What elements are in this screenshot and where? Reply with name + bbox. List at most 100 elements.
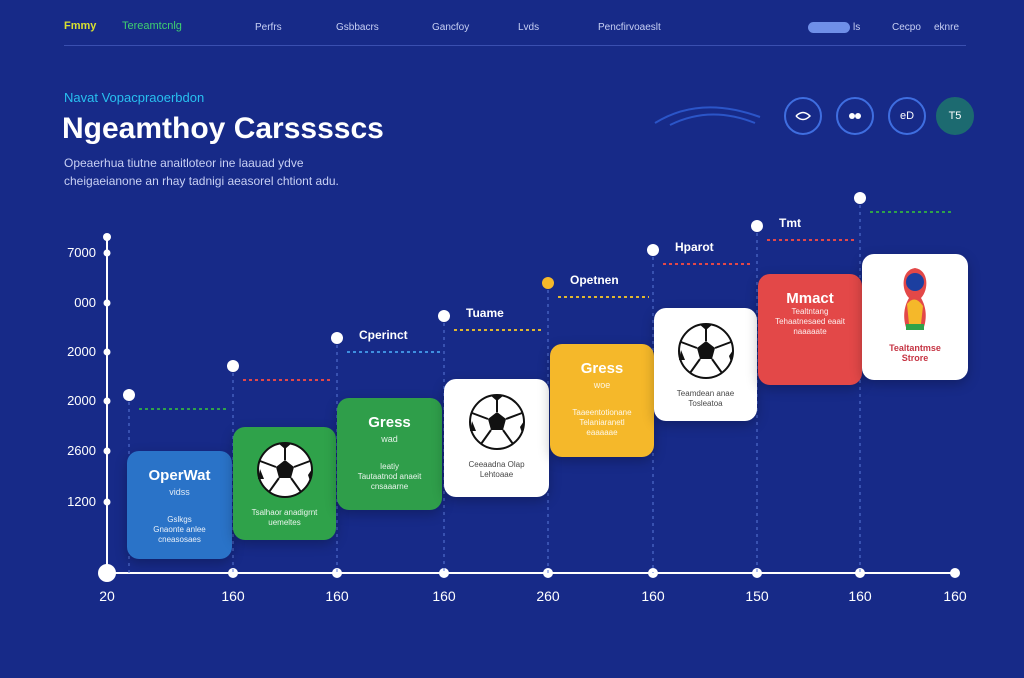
card-text: Tautaatnod anaeit — [357, 472, 422, 481]
card-text: Gnaonte anlee — [153, 525, 206, 534]
card-text: cneasosaes — [158, 535, 201, 544]
card-title: Gress — [580, 360, 624, 377]
step-dot — [331, 332, 343, 344]
axis-dot — [98, 564, 116, 582]
card-text: Lehtoaae — [479, 470, 514, 479]
step-dot — [751, 220, 763, 232]
axis-dot — [103, 249, 111, 257]
axis-dot — [752, 568, 762, 578]
step-card: Gress wad Ieatiy Tautaatnod anaeit cnsaaarne — [337, 398, 442, 510]
step-label: Hparot — [675, 240, 714, 254]
x-label: 160 — [325, 588, 349, 604]
step-dot — [647, 244, 659, 256]
x-label: 20 — [99, 588, 115, 604]
card-sub: woe — [593, 380, 611, 390]
card-text: Tealtantmse — [889, 343, 941, 353]
nav-action[interactable]: eknre — [934, 22, 960, 33]
step-label: Opetnen — [570, 273, 619, 287]
axis-dot — [103, 299, 111, 307]
card-text: Teamdean anae — [676, 389, 735, 398]
y-label: 2000 — [67, 393, 96, 408]
x-label: 160 — [221, 588, 245, 604]
step-card: OperWat vidss Gslkgs Gnaonte anlee cneasosae… — [127, 451, 232, 559]
nav-link[interactable]: Perfrs — [255, 22, 282, 33]
nav-link[interactable]: Lvds — [518, 22, 540, 33]
card-text: Ieatiy — [379, 462, 400, 471]
kicker: Navat Vopacpraoerbdon — [64, 90, 205, 105]
step-dot — [123, 389, 135, 401]
card-text: cnsaaarne — [370, 482, 409, 491]
description: cheigaeianone an rhay tadnigi aeasorel c… — [64, 174, 339, 188]
step-dot — [438, 310, 450, 322]
hero-title: Ngeamthoy Carsssscs — [62, 112, 384, 145]
step-dot — [227, 360, 239, 372]
trophy-icon — [903, 268, 927, 330]
x-label: 160 — [641, 588, 665, 604]
divider — [64, 45, 966, 46]
axis-dot — [950, 568, 960, 578]
y-label: 000 — [74, 295, 96, 310]
description: Opeaerhua tiutne anaitloteor ine laauad … — [64, 156, 304, 170]
step-card: Tealtantmse Strore — [862, 254, 968, 380]
icon-button[interactable] — [836, 97, 874, 135]
nav-action[interactable]: Cecpo — [892, 22, 921, 33]
nav-link[interactable]: Pencfirvoaeslt — [598, 22, 661, 33]
step-card: Ceeaadna Olap Lehtoaae — [444, 379, 549, 497]
y-label: 1200 — [67, 494, 96, 509]
axis-dot — [103, 447, 111, 455]
icon-button[interactable] — [784, 97, 822, 135]
ball-icon — [468, 394, 525, 450]
step-card: Mmact Tealtntang Tehaatnesaed eaait naaaaat… — [758, 274, 862, 385]
step-label: Cperinct — [359, 328, 408, 342]
card-text: Strore — [901, 353, 929, 363]
card-sub: vidss — [169, 487, 190, 497]
x-label: 150 — [745, 588, 769, 604]
step-card: Gress woe Taaeentotionane Telaniaranetl eaaa… — [550, 344, 654, 457]
card-text: Telaniaranetl — [579, 418, 625, 427]
card-title: Gress — [368, 414, 411, 431]
axis-dot — [103, 233, 111, 241]
card-text: naaaaate — [793, 327, 827, 336]
icon-button[interactable]: T5 — [936, 97, 974, 135]
card-title: OperWat — [148, 467, 211, 484]
axis-dot — [103, 397, 111, 405]
step-dot — [542, 277, 554, 289]
search-box[interactable] — [808, 22, 850, 33]
ball-icon — [256, 442, 313, 498]
ball-icon — [677, 323, 734, 379]
card-title: Mmact — [786, 290, 834, 307]
step-dot — [854, 192, 866, 204]
nav-link[interactable]: Gancfoy — [432, 22, 470, 33]
y-label: 2000 — [67, 344, 96, 359]
step-card: Tsalhaor anadigrnt uemeltes — [233, 427, 336, 540]
card-text: Tehaatnesaed eaait — [775, 317, 845, 326]
search-label[interactable]: ls — [853, 22, 861, 33]
axis-dot — [103, 348, 111, 356]
card-text: Tosleatoa — [688, 399, 723, 408]
step-card: Teamdean anae Tosleatoa — [654, 308, 757, 421]
x-label: 160 — [943, 588, 967, 604]
x-label: 260 — [536, 588, 560, 604]
step-label: Tmt — [779, 216, 801, 230]
logo[interactable]: Fmmy — [64, 20, 97, 32]
icon-button[interactable]: eD — [888, 97, 926, 135]
decoration — [654, 106, 761, 126]
card-text: Taaeentotionane — [572, 408, 632, 417]
x-label: 160 — [432, 588, 456, 604]
card-text: Tealtntang — [791, 307, 829, 316]
card-sub: wad — [381, 434, 398, 444]
axis-dot — [103, 498, 111, 506]
nav-link[interactable]: Gsbbacrs — [336, 22, 379, 33]
card-text: Tsalhaor anadigrnt — [251, 508, 318, 517]
axis-dot — [228, 568, 238, 578]
axis-dot — [439, 568, 449, 578]
x-label: 160 — [848, 588, 872, 604]
card-text: Ceeaadna Olap — [468, 460, 525, 469]
y-label: 2600 — [67, 443, 96, 458]
y-label: 7000 — [67, 245, 96, 260]
brand[interactable]: Tereamtcnlg — [122, 20, 182, 32]
step-label: Tuame — [466, 306, 504, 320]
axis-dot — [855, 568, 865, 578]
